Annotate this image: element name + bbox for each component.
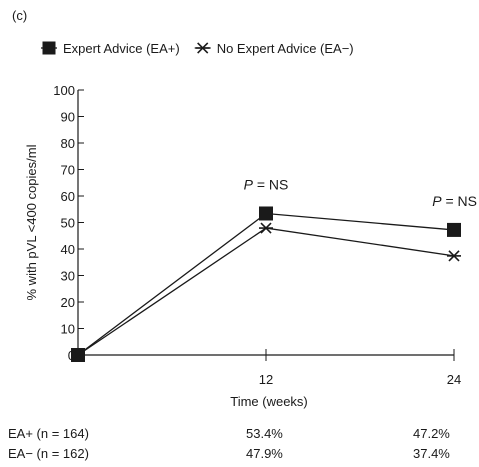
data-point-asterisk [447, 250, 461, 262]
x-tick-label: 12 [259, 372, 273, 387]
legend: Expert Advice (EA+) No Expert Advice (EA−… [41, 41, 354, 56]
legend-marker-asterisk [195, 42, 210, 54]
y-tick-label: 50 [61, 216, 75, 231]
legend-marker-square [42, 41, 56, 55]
y-tick-label: 80 [61, 136, 75, 151]
y-tick-label: 10 [61, 322, 75, 337]
y-tick-label: 40 [61, 242, 75, 257]
x-axis-label: Time (weeks) [230, 394, 308, 409]
x-tick-label: 24 [447, 372, 461, 387]
panel-label: (c) [12, 8, 28, 23]
y-tick-label: 90 [61, 110, 75, 125]
y-tick-label: 60 [61, 189, 75, 204]
series-markers [71, 206, 461, 362]
cell-ea-minus-12: 47.9% [246, 446, 283, 461]
row-label-ea-minus: EA− (n = 162) [8, 446, 89, 461]
p-value-annotation: P = NS [244, 176, 289, 192]
y-tick-label: 30 [61, 269, 75, 284]
y-tick-label: 100 [53, 83, 75, 98]
data-point-square [259, 206, 273, 221]
cell-ea-plus-12: 53.4% [246, 426, 283, 441]
y-axis-label: % with pVL <400 copies/ml [24, 144, 39, 300]
y-tick-label: 20 [61, 295, 75, 310]
axes: 01020304050607080901001224 [53, 83, 461, 387]
series-line-2 [77, 227, 455, 356]
row-label-ea-plus: EA+ (n = 164) [8, 426, 89, 441]
legend-label-1: Expert Advice (EA+) [63, 41, 180, 56]
legend-label-2: No Expert Advice (EA−) [217, 41, 354, 56]
y-tick-label: 70 [61, 163, 75, 178]
series-line-1 [77, 212, 455, 356]
series-lines [77, 212, 455, 356]
data-point-asterisk [259, 222, 273, 234]
data-point-asterisk [71, 349, 85, 361]
cell-ea-minus-24: 37.4% [413, 446, 450, 461]
data-point-square [447, 222, 461, 237]
cell-ea-plus-24: 47.2% [413, 426, 450, 441]
annotations: P = NS P = NS [244, 176, 477, 208]
p-value-annotation: P = NS [432, 193, 477, 209]
